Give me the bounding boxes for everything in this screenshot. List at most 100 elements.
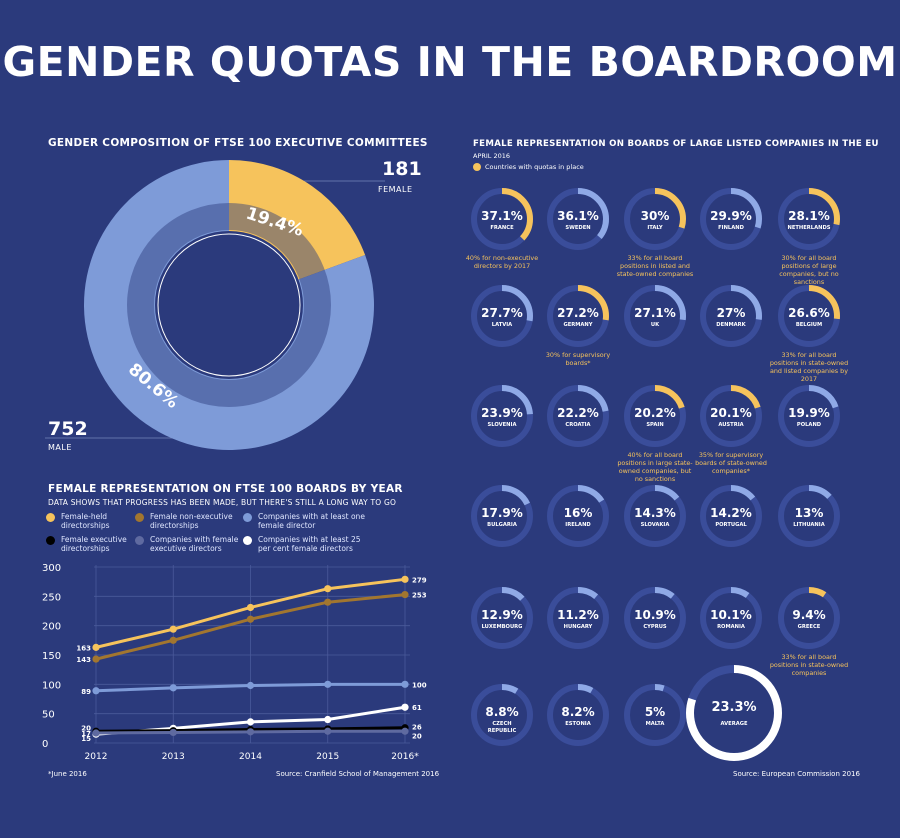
legend-dot-icon — [46, 513, 55, 522]
series-point — [401, 590, 409, 599]
legend-companies-exec: Companies with female executive director… — [135, 535, 240, 553]
eu-circles-chart: 37.1% FRANCE 36.1% SWEDEN 30% ITALY 29.9% FINLA… — [471, 188, 840, 761]
country-name: SLOVENIA — [488, 422, 517, 428]
ring-fill — [624, 485, 686, 547]
ring-fill — [471, 684, 533, 746]
country-value: 12.9% — [481, 608, 523, 622]
ring-fill — [700, 188, 762, 250]
gender-donut-chart: 19.4% 80.6% — [45, 160, 385, 450]
country-ring-latvia: 27.7% LATVIA — [471, 285, 533, 347]
legend-dot-icon — [46, 536, 55, 545]
series-point — [246, 615, 255, 623]
country-value: 29.9% — [710, 209, 752, 223]
country-name: CYPRUS — [643, 624, 667, 630]
legend-dot-icon — [243, 536, 252, 545]
country-ring-estonia: 8.2% ESTONIA — [547, 684, 609, 746]
country-ring-lithuania: 13% LITHUANIA — [778, 485, 840, 547]
ring-fill — [471, 385, 533, 447]
series-point — [169, 684, 177, 692]
country-name: ITALY — [647, 225, 663, 231]
country-name: MALTA — [646, 721, 665, 727]
country-name: ROMANIA — [717, 624, 745, 630]
country-value: 11.2% — [557, 608, 599, 622]
country-ring-hungary: 11.2% HUNGARY — [547, 587, 609, 649]
ring-fill — [624, 684, 686, 746]
country-ring-average: 23.3% AVERAGE — [686, 665, 782, 761]
country-name: SLOVAKIA — [641, 522, 670, 528]
series-point — [324, 680, 332, 688]
ring-fill — [471, 587, 533, 649]
country-value: 9.4% — [792, 608, 825, 622]
series-point — [92, 643, 100, 651]
donut-chart-title: GENDER COMPOSITION OF FTSE 100 EXECUTIVE… — [48, 137, 428, 149]
series-point — [246, 681, 255, 690]
country-ring-portugal: 14.2% PORTUGAL — [700, 485, 762, 547]
x-tick-label: 2013 — [162, 752, 185, 762]
country-value: 10.1% — [710, 608, 752, 622]
start-value-label: 17 — [81, 730, 91, 738]
start-value-label: 15 — [81, 735, 91, 743]
ring-fill — [700, 485, 762, 547]
country-ring-slovakia: 14.3% SLOVAKIA — [624, 485, 686, 547]
end-value-label: 26 — [412, 724, 422, 732]
end-value-label: 100 — [412, 681, 427, 689]
eu-date: APRIL 2016 — [473, 152, 511, 160]
ring-fill — [471, 285, 533, 347]
country-value: 14.3% — [634, 506, 676, 520]
country-name: PORTUGAL — [715, 522, 747, 528]
country-name: FINLAND — [718, 225, 744, 231]
country-value: 30% — [641, 209, 670, 223]
series-point — [169, 728, 177, 737]
country-value: 17.9% — [481, 506, 523, 520]
quota-note: 40% for all board positions in large sta… — [617, 451, 693, 483]
series-point — [169, 625, 177, 633]
country-name: SWEDEN — [565, 225, 590, 231]
country-value: 27.1% — [634, 306, 676, 320]
country-value: 28.1% — [788, 209, 830, 223]
male-count: 752 — [48, 418, 88, 440]
country-name: GERMANY — [563, 322, 592, 328]
legend-dot-icon — [243, 513, 252, 522]
quota-note: 30% for supervisory boards* — [545, 351, 611, 367]
country-ring-luxembourg: 12.9% LUXEMBOURG — [471, 587, 533, 649]
eu-source: Source: European Commission 2016 — [733, 770, 860, 778]
country-name: BULGARIA — [487, 522, 517, 528]
ring-fill — [624, 285, 686, 347]
quota-note: 33% for all board positions in state-own… — [769, 351, 849, 383]
y-tick-label: 250 — [42, 592, 61, 603]
y-tick-label: 100 — [42, 680, 61, 691]
boards-footnote: *June 2016 — [48, 770, 87, 778]
ring-fill — [471, 188, 533, 250]
country-name: GREECE — [798, 624, 821, 630]
page-title: GENDER QUOTAS IN THE BOARDROOM — [2, 38, 898, 86]
series-point — [92, 655, 100, 663]
eu-chart-title: FEMALE REPRESENTATION ON BOARDS OF LARGE… — [473, 139, 879, 149]
country-name: REPUBLIC — [488, 728, 517, 734]
country-ring-germany: 27.2% GERMANY — [547, 285, 609, 347]
female-label: FEMALE — [378, 185, 413, 194]
country-value: 27.2% — [557, 306, 599, 320]
ring-fill — [471, 485, 533, 547]
donut-hole — [155, 231, 303, 379]
end-value-label: 20 — [412, 732, 422, 740]
x-tick-label: 2012 — [85, 752, 108, 762]
country-value: 5% — [645, 705, 665, 719]
country-name: LATVIA — [492, 322, 512, 328]
country-value: 27% — [717, 306, 746, 320]
country-name: LUXEMBOURG — [482, 624, 523, 630]
country-ring-croatia: 22.2% CROATIA — [547, 385, 609, 447]
x-tick-label: 2016* — [391, 752, 419, 762]
ring-fill — [547, 684, 609, 746]
country-name: HUNGARY — [564, 624, 593, 630]
y-tick-label: 300 — [42, 563, 61, 574]
male-label: MALE — [48, 443, 72, 452]
quota-note: 33% for all board positions in listed an… — [616, 254, 694, 278]
female-count: 181 — [382, 158, 422, 180]
legend-female-held: Female-held directorships — [46, 512, 136, 530]
country-ring-cyprus: 10.9% CYPRUS — [624, 587, 686, 649]
country-ring-austria: 20.1% AUSTRIA — [700, 385, 762, 447]
country-name: AVERAGE — [720, 721, 747, 727]
country-value: 23.9% — [481, 406, 523, 420]
country-ring-spain: 20.2% SPAIN — [624, 385, 686, 447]
eu-legend: Countries with quotas in place — [473, 163, 584, 171]
